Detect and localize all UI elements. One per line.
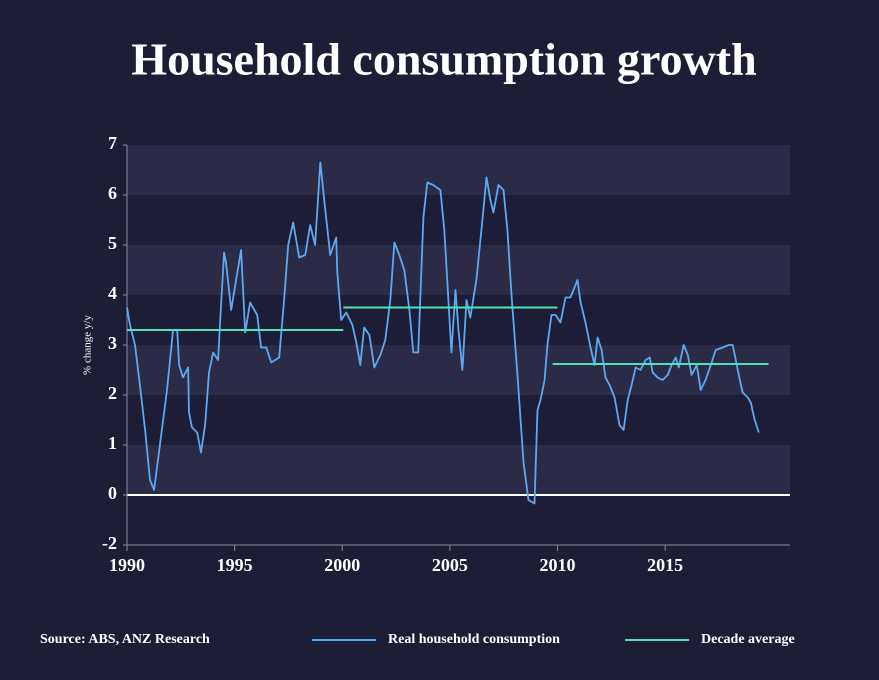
chart-title: Household consumption growth — [131, 34, 756, 85]
y-tick-label: 0 — [108, 483, 117, 503]
y-tick-label: 7 — [108, 133, 117, 153]
x-tick-label: 2000 — [324, 555, 360, 575]
y-tick-label: 2 — [108, 383, 117, 403]
grid-band — [127, 445, 790, 495]
y-tick-label: 6 — [108, 183, 117, 203]
x-tick-label: 2010 — [540, 555, 576, 575]
x-tick-label: 1990 — [109, 555, 145, 575]
y-tick-label: 1 — [108, 433, 117, 453]
grid-band — [127, 345, 790, 395]
x-tick-label: 2005 — [432, 555, 468, 575]
series-line — [126, 161, 760, 505]
grid-band — [127, 145, 790, 195]
y-tick-label: 3 — [108, 333, 117, 353]
source: Source: ABS, ANZ Research — [40, 632, 210, 647]
y-axis-label: % change y/y — [82, 315, 94, 375]
series-line — [127, 306, 769, 365]
legend-label: Decade average — [701, 632, 795, 647]
y-tick-label: 5 — [108, 233, 117, 253]
y-tick-label: -2 — [102, 533, 117, 553]
y-tick-label: 4 — [108, 283, 117, 303]
x-tick-label: 2015 — [647, 555, 683, 575]
x-tick-label: 1995 — [217, 555, 253, 575]
legend-label: Real household consumption — [388, 632, 560, 647]
